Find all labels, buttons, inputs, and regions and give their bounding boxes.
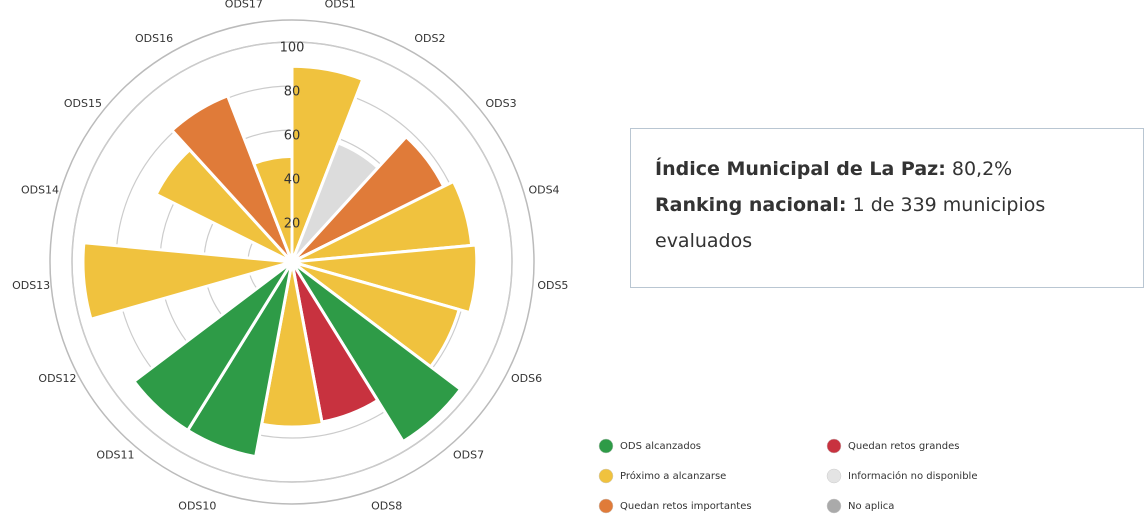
- legend-swatch: [826, 438, 842, 454]
- category-label: ODS11: [96, 449, 134, 462]
- bar: [290, 243, 479, 315]
- category-label: ODS7: [453, 449, 484, 462]
- category-label: ODS4: [528, 183, 559, 196]
- center-hole: [284, 254, 300, 270]
- category-label: ODS2: [414, 32, 445, 45]
- r-tick-label: 80: [284, 85, 301, 100]
- index-label: Índice Municipal de La Paz:: [655, 158, 946, 180]
- bar: [81, 241, 294, 321]
- index-line: Índice Municipal de La Paz: 80,2%: [655, 151, 1119, 187]
- r-tick-label: 40: [284, 173, 301, 188]
- ranking-suffix: evaluados: [655, 230, 753, 252]
- legend-swatch: [598, 498, 614, 514]
- category-label: ODS1: [325, 0, 356, 10]
- bar: [170, 94, 294, 264]
- bar: [252, 154, 294, 264]
- legend-label: Información no disponible: [848, 470, 977, 482]
- category-label: ODS15: [64, 97, 102, 110]
- r-tick-label: 60: [284, 129, 301, 144]
- legend-swatch: [826, 468, 842, 484]
- ranking-value: 1 de 339 municipios: [852, 194, 1046, 216]
- category-label: ODS17: [225, 0, 263, 10]
- category-label: ODS3: [486, 97, 517, 110]
- category-label: ODS6: [511, 372, 542, 385]
- category-label: ODS13: [12, 279, 50, 292]
- legend-label: Próximo a alcanzarse: [620, 470, 726, 482]
- ranking-label: Ranking nacional:: [655, 194, 847, 216]
- ranking-line: Ranking nacional: 1 de 339 municipios: [655, 187, 1119, 223]
- r-tick-label: 100: [280, 41, 305, 56]
- category-label: ODS10: [178, 499, 216, 512]
- bar: [290, 260, 463, 444]
- legend-swatch: [826, 498, 842, 514]
- legend-swatch: [598, 438, 614, 454]
- legend-label: ODS alcanzados: [620, 441, 701, 452]
- r-tick-label: 20: [284, 217, 301, 232]
- legend-swatch: [598, 468, 614, 484]
- category-label: ODS8: [371, 499, 402, 512]
- grid-circle: [71, 41, 513, 483]
- category-label: ODS14: [21, 183, 59, 196]
- category-label: ODS12: [38, 372, 76, 385]
- category-label: ODS16: [135, 32, 173, 45]
- index-value: 80,2%: [951, 158, 1013, 180]
- legend-label: Quedan retos grandes: [848, 441, 959, 452]
- bar: [132, 260, 294, 432]
- legend-label: No aplica: [848, 501, 894, 512]
- legend-label: Quedan retos importantes: [620, 501, 752, 512]
- category-label: ODS5: [537, 279, 568, 292]
- info-box: Índice Municipal de La Paz: 80,2% Rankin…: [630, 128, 1144, 288]
